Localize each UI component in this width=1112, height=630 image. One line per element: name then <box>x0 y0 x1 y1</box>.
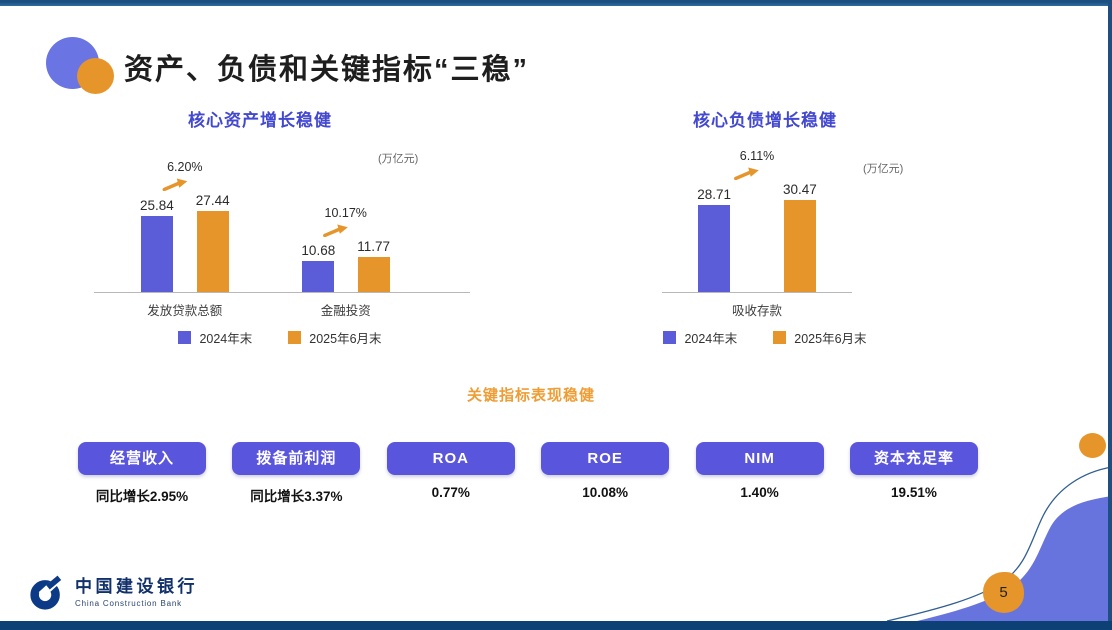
bar-value-label: 10.68 <box>301 242 336 258</box>
bar-2025h1 <box>357 257 390 292</box>
chart-title: 核心资产增长稳健 <box>188 111 332 130</box>
unit-label: (万亿元) <box>863 163 904 175</box>
metric-item: 拨备前利润同比增长3.37% <box>232 442 361 505</box>
legend-item: 2025年6月末 <box>288 328 382 347</box>
chart-title: 核心负债增长稳健 <box>693 111 837 130</box>
growth-arrow-icon <box>323 224 348 237</box>
wave-outline <box>886 466 1112 622</box>
metric-value: 0.77% <box>431 485 470 500</box>
top-border-strip <box>0 0 1112 6</box>
growth-arrow-icon <box>162 178 187 191</box>
legend-swatch-icon <box>288 331 302 344</box>
metric-item: ROA 0.77% <box>386 442 515 505</box>
bar-column: 10.68 <box>301 242 336 292</box>
plot-area: 25.84 27.44 6.20% 发放贷款总额 10.68 11.77 10.17% 金融投… <box>94 146 470 318</box>
section-title: 关键指标表现稳健 <box>466 387 595 404</box>
growth-percent-label: 6.11% <box>739 149 775 163</box>
wave-shape <box>917 496 1112 621</box>
category-label: 吸收存款 <box>731 304 783 318</box>
chart-legend: 2024年末 2025年6月末 <box>80 328 480 347</box>
bar-column: 30.47 <box>783 182 817 292</box>
metric-pill: ROE <box>541 442 670 475</box>
legend-swatch-icon <box>178 331 192 344</box>
page-number-badge: 5 <box>983 572 1024 613</box>
bar-value-label: 25.84 <box>140 197 174 213</box>
chart-core-liabilities: 核心负债增长稳健 (万亿元) 28.71 30.47 6.11% 吸收存款 2024年… <box>620 106 910 356</box>
category-label: 金融投资 <box>320 304 371 318</box>
plot-area: 28.71 30.47 6.11% 吸收存款 <box>662 146 852 318</box>
metric-pill: 资本充足率 <box>849 442 978 475</box>
metric-pill: 拨备前利润 <box>232 442 361 475</box>
metric-item: ROE 10.08% <box>541 442 670 505</box>
page-number: 5 <box>999 584 1008 601</box>
legend-item: 2024年末 <box>663 328 737 347</box>
title-dot-orange-icon <box>77 58 114 94</box>
bar-column: 28.71 <box>697 187 731 292</box>
bar-group: 25.84 27.44 6.20% 发放贷款总额 <box>140 160 230 318</box>
chart-core-assets: 核心资产增长稳健 (万亿元) 25.84 27.44 6.20% 发放贷款总额 10.6… <box>80 106 480 356</box>
bar-value-label: 27.44 <box>195 193 230 208</box>
legend-swatch-icon <box>663 331 677 344</box>
bank-name: 中国建设银行 China Construction Bank <box>75 577 198 608</box>
bar-column: 27.44 <box>196 193 230 292</box>
metric-value: 同比增长3.37% <box>250 489 343 504</box>
metric-item: 资本充足率 19.51% <box>849 442 978 505</box>
metric-value: 19.51% <box>891 485 937 500</box>
wave-decoration <box>886 466 1112 622</box>
category-label: 发放贷款总额 <box>147 304 223 318</box>
metrics-row: 经营收入同比增长2.95% 拨备前利润同比增长3.37% ROA 0.77% ROE 10… <box>78 442 978 505</box>
bar-2025h1 <box>196 211 229 292</box>
metric-item: NIM 1.40% <box>695 442 824 505</box>
metric-value: 同比增长2.95% <box>95 489 189 504</box>
bar-2025h1 <box>783 200 816 292</box>
growth-percent-label: 6.20% <box>167 160 203 174</box>
bar-column: 25.84 <box>140 198 174 292</box>
metric-value: 10.08% <box>582 485 629 500</box>
growth-arrow-icon <box>734 167 759 180</box>
legend-label: 2025年6月末 <box>309 332 382 346</box>
growth-annotation: 6.20% <box>162 158 203 191</box>
bank-logo: 中国建设银行 China Construction Bank <box>28 574 198 612</box>
bar-2024 <box>140 215 173 292</box>
bar-value-label: 11.77 <box>357 239 390 255</box>
bar-value-label: 28.71 <box>697 187 731 203</box>
metric-pill: NIM <box>695 442 824 475</box>
bar-2024 <box>698 205 731 292</box>
metric-value: 1.40% <box>740 485 779 500</box>
legend-label: 2024年末 <box>199 332 253 346</box>
bank-name-cn: 中国建设银行 <box>75 577 198 597</box>
page-title: 资产、负债和关键指标“三稳” <box>124 54 530 86</box>
bar-group: 28.71 30.47 6.11% 吸收存款 <box>697 149 817 318</box>
chart-legend: 2024年末 2025年6月末 <box>620 328 910 347</box>
growth-annotation: 10.17% <box>323 204 367 237</box>
right-border-strip <box>1108 0 1112 630</box>
bar-column: 11.77 <box>357 239 390 292</box>
legend-item: 2024年末 <box>178 328 252 347</box>
orange-dot-decoration <box>1079 433 1106 458</box>
bottom-border-strip <box>0 621 1112 630</box>
unit-label: (万亿元) <box>378 153 419 165</box>
bar-2024 <box>302 260 335 292</box>
growth-percent-label: 10.17% <box>324 206 367 220</box>
legend-label: 2025年6月末 <box>794 332 867 346</box>
bar-group: 10.68 11.77 10.17% 金融投资 <box>301 206 390 318</box>
bank-name-en: China Construction Bank <box>75 598 182 608</box>
metric-item: 经营收入同比增长2.95% <box>78 442 206 505</box>
legend-swatch-icon <box>773 331 787 344</box>
metric-pill: 经营收入 <box>78 442 206 475</box>
legend-item: 2025年6月末 <box>773 328 867 347</box>
bar-value-label: 30.47 <box>783 182 817 197</box>
legend-label: 2024年末 <box>684 332 738 346</box>
metric-pill: ROA <box>386 442 515 475</box>
bank-logo-icon <box>30 574 65 610</box>
growth-annotation: 6.11% <box>734 147 775 180</box>
